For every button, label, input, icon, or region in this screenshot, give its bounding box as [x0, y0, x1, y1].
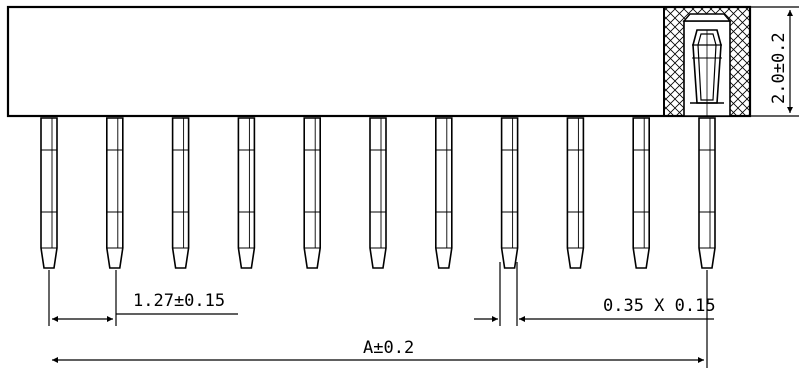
- pins: [40, 117, 716, 269]
- section-view: [663, 6, 751, 117]
- pin: [237, 117, 256, 269]
- overall-dimension: A±0.2: [52, 270, 708, 368]
- pin: [106, 117, 124, 269]
- pitch-label: 1.27±0.15: [133, 291, 225, 311]
- pin: [40, 117, 58, 269]
- pin-size-label: 0.35 X 0.15: [603, 296, 716, 316]
- pin: [632, 117, 650, 269]
- pin: [171, 117, 190, 269]
- height-dimension: 2.0±0.2: [750, 6, 799, 117]
- pin: [369, 117, 387, 269]
- height-label: 2.0±0.2: [769, 32, 789, 104]
- pin-size-dimension: 0.35 X 0.15: [474, 262, 716, 326]
- housing-body: [6, 5, 752, 118]
- pin: [303, 117, 321, 269]
- pitch-dimension: 1.27±0.15: [48, 270, 238, 326]
- overall-label: A±0.2: [363, 338, 414, 358]
- pin: [500, 117, 519, 269]
- pin: [435, 117, 453, 269]
- pin: [566, 117, 585, 269]
- pin: [698, 117, 716, 269]
